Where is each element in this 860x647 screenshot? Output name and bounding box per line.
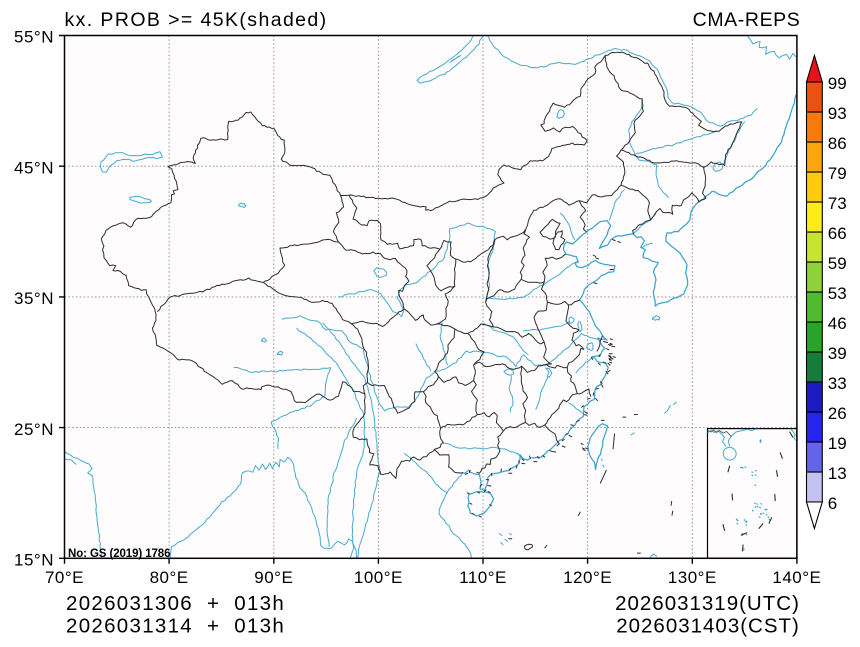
svg-text:86: 86: [828, 134, 847, 153]
svg-text:53: 53: [828, 284, 847, 303]
svg-text:No: GS (2019) 1786: No: GS (2019) 1786: [68, 548, 170, 560]
svg-text:13: 13: [828, 464, 847, 483]
svg-text:93: 93: [828, 104, 847, 123]
svg-text:79: 79: [828, 164, 847, 183]
svg-text:26: 26: [828, 404, 847, 423]
svg-text:120°E: 120°E: [563, 568, 612, 587]
svg-text:35°N: 35°N: [14, 289, 54, 308]
svg-text:130°E: 130°E: [668, 568, 717, 587]
svg-text:2026031403(CST): 2026031403(CST): [616, 615, 800, 638]
svg-text:CMA-REPS: CMA-REPS: [693, 9, 801, 31]
svg-text:45°N: 45°N: [14, 158, 54, 177]
svg-text:80°E: 80°E: [150, 568, 189, 587]
svg-text:70°E: 70°E: [45, 568, 84, 587]
svg-text:19: 19: [828, 434, 847, 453]
svg-text:15°N: 15°N: [14, 551, 54, 570]
svg-text:46: 46: [828, 314, 847, 333]
svg-text:90°E: 90°E: [254, 568, 293, 587]
svg-text:73: 73: [828, 194, 847, 213]
svg-text:99: 99: [828, 74, 847, 93]
svg-text:66: 66: [828, 224, 847, 243]
svg-text:100°E: 100°E: [354, 568, 403, 587]
svg-text:2026031314 + 013h: 2026031314 + 013h: [66, 615, 285, 638]
svg-text:33: 33: [828, 374, 847, 393]
svg-text:140°E: 140°E: [772, 568, 821, 587]
svg-text:kx. PROB >= 45K(shaded): kx. PROB >= 45K(shaded): [65, 9, 328, 31]
svg-text:2026031319(UTC): 2026031319(UTC): [615, 592, 800, 615]
svg-text:6: 6: [828, 494, 837, 513]
svg-text:110°E: 110°E: [459, 568, 507, 587]
svg-text:59: 59: [828, 254, 847, 273]
svg-text:25°N: 25°N: [14, 420, 54, 439]
svg-text:2026031306 + 013h: 2026031306 + 013h: [66, 592, 285, 615]
svg-text:39: 39: [828, 344, 847, 363]
svg-text:55°N: 55°N: [14, 28, 54, 47]
